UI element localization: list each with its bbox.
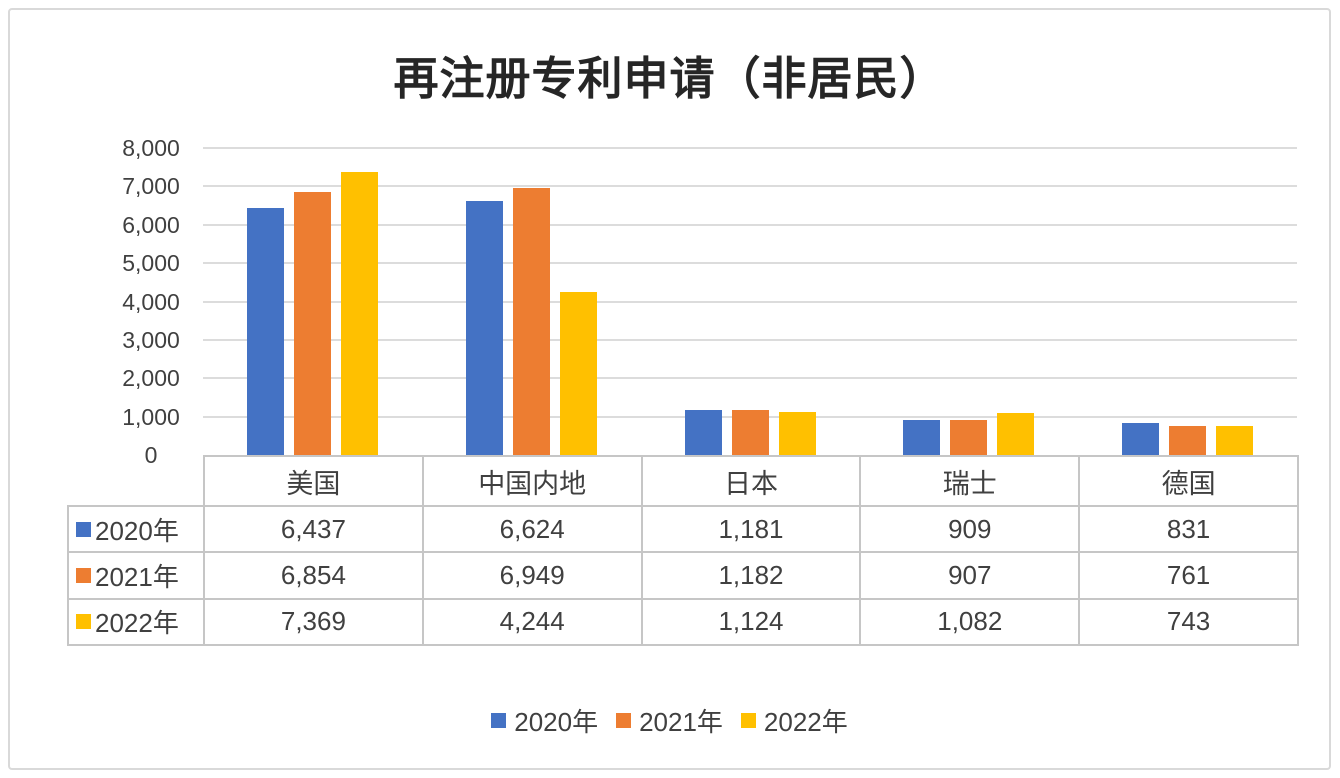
value-cell: 6,437 [203, 504, 424, 554]
gridline [203, 185, 1297, 188]
y-axis-tick-label: 2,000 [122, 365, 180, 392]
gridline [203, 262, 1297, 265]
bar-2022年-中国内地 [559, 292, 597, 455]
bar-2021年-瑞士 [950, 420, 988, 455]
category-header: 美国 [203, 455, 424, 507]
chart-frame: 再注册专利申请（非居民） 0 1,000 2,000 3,000 4,000 5,000 6… [8, 8, 1331, 770]
value-cell: 907 [859, 551, 1081, 600]
bar-2021年-美国 [293, 191, 331, 455]
value-cell: 6,624 [421, 504, 643, 554]
value-cell: 7,369 [203, 597, 424, 646]
legend-label: 2022年 [763, 707, 848, 737]
bar-2020年-美国 [246, 207, 284, 455]
value-cell: 4,244 [421, 597, 643, 646]
series-name: 2020年 [95, 515, 179, 546]
legend-key-icon [740, 713, 756, 728]
table-row: 2020年 6,437 6,624 1,181 909 831 [67, 504, 1299, 554]
series-row-label: 2020年 [67, 504, 205, 554]
legend-key-icon [491, 713, 507, 728]
bar-2021年-日本 [731, 409, 769, 455]
gridline [203, 377, 1297, 380]
bar-2022年-美国 [340, 172, 378, 455]
value-cell: 909 [859, 504, 1081, 554]
series-row-label: 2021年 [67, 551, 205, 600]
category-header: 日本 [640, 455, 862, 507]
bar-2020年-瑞士 [903, 420, 941, 455]
category-header: 瑞士 [859, 455, 1081, 507]
chart-title: 再注册专利申请（非居民） [393, 54, 946, 104]
table-row: 2022年 7,369 4,244 1,124 1,082 743 [67, 597, 1299, 646]
table-row: 2021年 6,854 6,949 1,182 907 761 [67, 551, 1299, 600]
value-cell: 1,082 [859, 597, 1081, 646]
series-key-icon [76, 614, 91, 630]
y-axis-tick-label: 7,000 [122, 173, 180, 200]
y-axis-tick-label: 8,000 [122, 135, 180, 161]
bar-2022年-日本 [778, 411, 816, 455]
y-axis-tick-label: 4,000 [122, 288, 180, 315]
data-table: 美国 中国内地 日本 瑞士 德国 2020年 6,437 6,624 1,181 909 831 20… [67, 455, 1299, 646]
series-key-icon [76, 567, 91, 583]
series-name: 2021年 [95, 561, 179, 592]
value-cell: 6,854 [203, 551, 424, 600]
series-row-label: 2022年 [67, 597, 205, 646]
category-header: 德国 [1078, 455, 1299, 507]
gridline [203, 338, 1297, 341]
series-name: 2022年 [95, 608, 179, 639]
series-key-icon [76, 521, 91, 537]
legend-key-icon [616, 713, 632, 728]
table-corner-blank [68, 456, 205, 507]
y-axis-tick-label: 6,000 [122, 211, 180, 238]
bar-2020年-日本 [684, 409, 722, 455]
gridline [203, 300, 1297, 303]
legend-item: 2021年 [616, 702, 723, 739]
bar-2020年-中国内地 [465, 200, 503, 455]
value-cell: 1,182 [640, 551, 862, 600]
legend: 2020年 2021年 2022年 [10, 702, 1329, 739]
bar-2021年-德国 [1169, 425, 1207, 455]
legend-label: 2020年 [514, 707, 599, 737]
gridline [203, 147, 1297, 149]
legend-label: 2021年 [639, 707, 723, 737]
y-axis-tick-label: 3,000 [122, 326, 180, 353]
gridline [203, 223, 1297, 226]
y-axis-tick-label: 1,000 [122, 403, 180, 430]
value-cell: 831 [1078, 504, 1299, 554]
value-cell: 6,949 [421, 551, 643, 600]
value-cell: 761 [1078, 551, 1299, 600]
y-axis-tick-label: 5,000 [122, 250, 180, 277]
value-cell: 743 [1078, 597, 1299, 646]
legend-item: 2020年 [491, 702, 598, 739]
bar-2022年-德国 [1216, 426, 1254, 455]
bar-2022年-瑞士 [997, 413, 1035, 455]
legend-item: 2022年 [740, 702, 848, 739]
category-header: 中国内地 [421, 455, 643, 507]
value-cell: 1,181 [640, 504, 862, 554]
value-cell: 1,124 [640, 597, 862, 646]
bar-2020年-德国 [1122, 423, 1160, 455]
bar-2021年-中国内地 [512, 188, 550, 455]
